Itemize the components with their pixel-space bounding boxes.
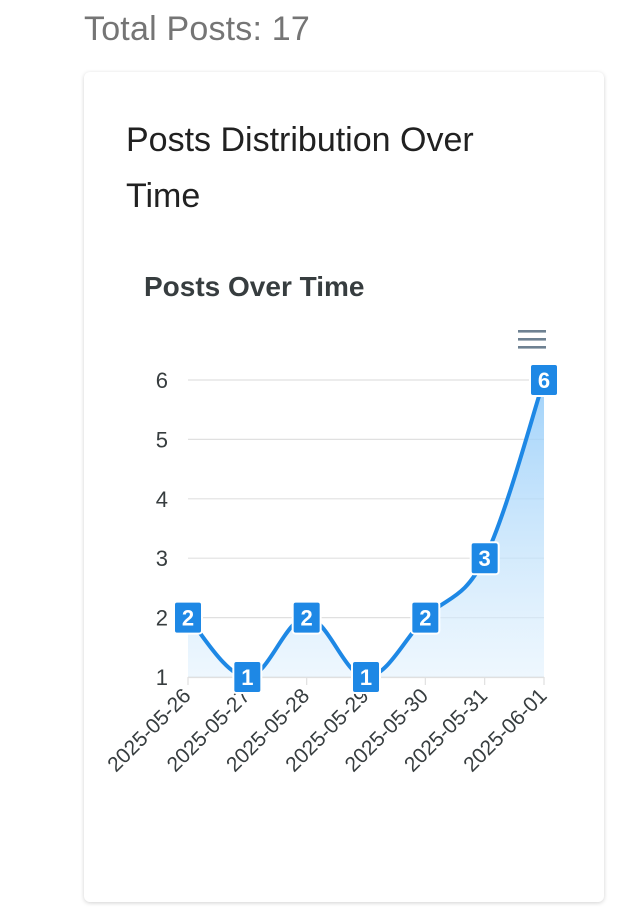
svg-text:1: 1	[241, 665, 253, 690]
data-labels: 2 1 2 1 2 3 6	[173, 363, 559, 694]
data-label: 3	[469, 541, 500, 576]
svg-text:2: 2	[419, 606, 431, 631]
data-label: 1	[351, 660, 381, 694]
area-fill	[188, 380, 544, 677]
data-label: 2	[291, 600, 322, 635]
data-label: 2	[173, 600, 203, 635]
data-label: 1	[232, 660, 263, 694]
total-posts-heading: Total Posts: 17	[84, 10, 311, 48]
posts-distribution-card: Posts Distribution Over Time Posts Over …	[84, 72, 604, 902]
x-axis: 2025-05-262025-05-272025-05-282025-05-29…	[103, 676, 552, 776]
card-title: Posts Distribution Over Time	[126, 121, 474, 215]
series-area	[186, 378, 546, 679]
y-tick-label: 4	[156, 487, 168, 512]
svg-text:1: 1	[360, 665, 372, 690]
svg-text:2: 2	[301, 606, 313, 631]
y-axis: 1 2 3 4 5 6	[156, 368, 168, 690]
chart-title: Posts Over Time	[144, 271, 364, 302]
svg-text:3: 3	[479, 546, 491, 571]
posts-over-time-chart: Posts Over Time 1 2 3 4 5 6 2025-05-262025-05…	[103, 271, 559, 776]
y-tick-label: 5	[156, 427, 168, 452]
y-tick-label: 6	[156, 368, 168, 393]
data-label: 2	[410, 600, 441, 635]
y-tick-label: 2	[156, 606, 168, 631]
chart-container: Posts Over Time 1 2 3 4 5 6 2025-05-26 2025-05…	[84, 72, 604, 902]
y-tick-label: 3	[156, 546, 168, 571]
data-label: 6	[529, 363, 559, 397]
y-tick-label: 1	[156, 665, 168, 690]
svg-text:2: 2	[182, 606, 194, 631]
hamburger-menu-icon[interactable]	[518, 330, 546, 349]
svg-text:6: 6	[538, 368, 550, 393]
